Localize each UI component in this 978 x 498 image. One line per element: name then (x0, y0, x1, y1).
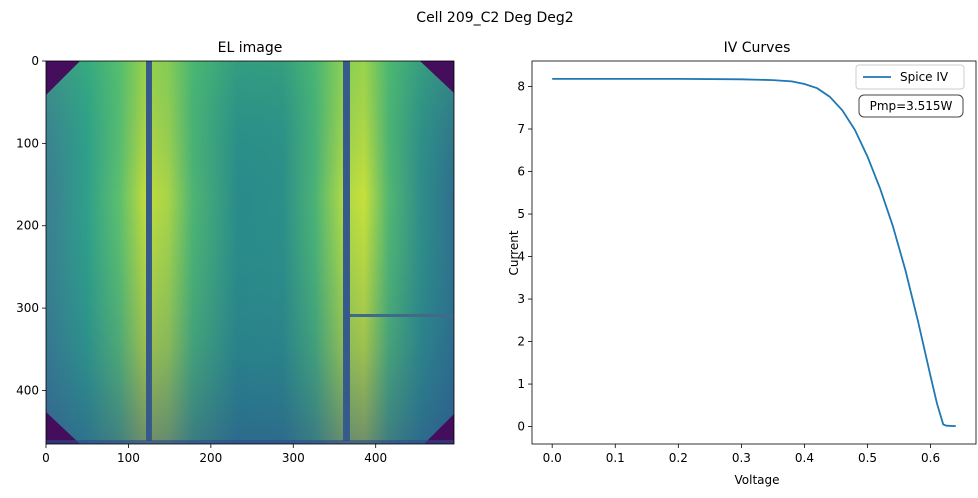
iv-legend: Spice IV (855, 64, 965, 90)
crack-line (350, 314, 454, 317)
iv-ytick-label: 5 (517, 207, 525, 221)
corner-cutout-tl (46, 61, 80, 95)
iv-xtick-label: 0.0 (543, 451, 562, 465)
iv-curves-panel: IV Curves 0.0 0.1 0.2 0.3 0.4 0.5 0.6 0 1 2 3 4 5 6 7 8… (507, 40, 977, 487)
iv-xtick-label: 0.6 (921, 451, 940, 465)
iv-ytick-label: 1 (517, 377, 525, 391)
iv-series-line (552, 78, 956, 427)
legend-box (855, 64, 965, 90)
iv-xtick-label: 0.4 (795, 451, 814, 465)
el-ytick-label: 100 (16, 136, 39, 150)
iv-ytick-label: 2 (517, 335, 525, 349)
iv-curves-title: IV Curves (724, 40, 791, 56)
iv-ylabel: Current (507, 230, 521, 275)
iv-ytick-label: 7 (517, 122, 525, 136)
figure-title: Cell 209_C2 Deg Deg2 (416, 10, 573, 26)
el-xtick-label: 400 (364, 451, 387, 465)
iv-xtick-label: 0.5 (858, 451, 877, 465)
iv-ytick-label: 3 (517, 292, 525, 306)
el-image-frame (45, 60, 455, 445)
el-ytick-label: 400 (16, 383, 39, 397)
el-ytick-label: 300 (16, 301, 39, 315)
iv-xtick-label: 0.2 (669, 451, 688, 465)
el-image-panel: EL image 0 100 200 300 400 0 100 200 300 400 (16, 40, 455, 465)
el-image-heatmap (46, 61, 454, 444)
pmp-text: Pmp=3.515W (870, 99, 953, 113)
iv-axes: 0.0 0.1 0.2 0.3 0.4 0.5 0.6 0 1 2 3 4 5 6 7 8 (517, 80, 940, 465)
corner-cutout-tr (420, 61, 454, 93)
el-xtick-label: 300 (282, 451, 305, 465)
el-image-axes: 0 100 200 300 400 0 100 200 300 400 (16, 54, 387, 465)
pmp-box (858, 94, 964, 118)
iv-xtick-label: 0.3 (732, 451, 751, 465)
pmp-annotation: Pmp=3.515W (858, 94, 964, 118)
corner-cutout-bl (46, 412, 80, 444)
iv-series-group (552, 78, 956, 427)
iv-ytick-label: 6 (517, 165, 525, 179)
el-ytick-label: 200 (16, 219, 39, 233)
iv-ytick-label: 8 (517, 80, 525, 94)
el-ytick-label: 0 (31, 54, 39, 68)
iv-xlabel: Voltage (734, 473, 779, 487)
legend-label-spice-iv: Spice IV (900, 70, 949, 84)
el-xtick-label: 0 (42, 451, 50, 465)
corner-cutout-br (424, 414, 454, 444)
iv-plot-frame (531, 60, 977, 445)
el-xtick-label: 100 (117, 451, 140, 465)
iv-xtick-label: 0.1 (606, 451, 625, 465)
el-image-title: EL image (218, 40, 283, 56)
iv-ytick-label: 0 (517, 420, 525, 434)
el-xtick-label: 200 (199, 451, 222, 465)
iv-ytick-label: 4 (517, 250, 525, 264)
